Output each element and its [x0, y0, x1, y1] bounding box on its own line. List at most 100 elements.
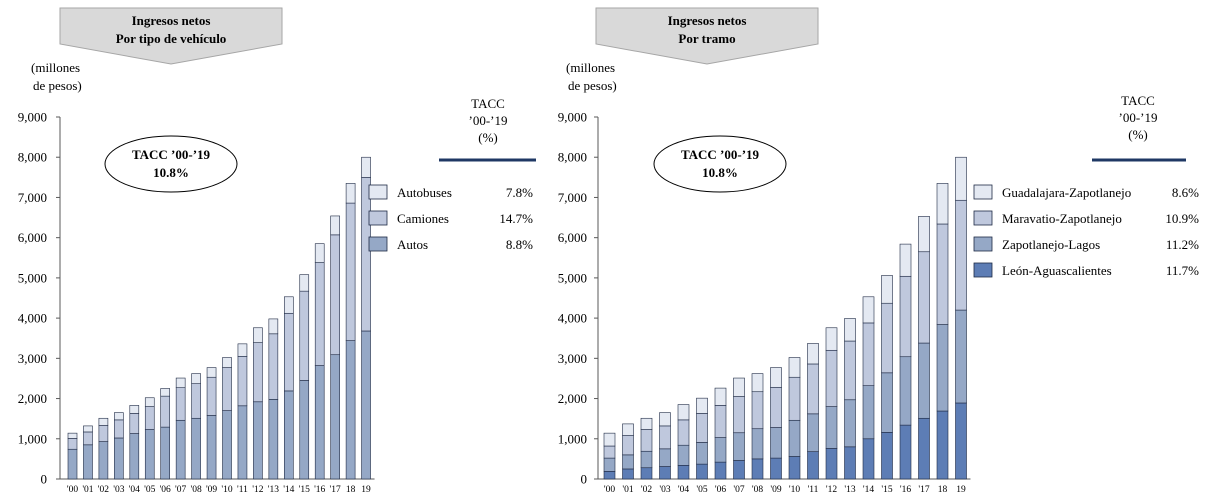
y-tick-label: 4,000 [558, 311, 587, 326]
legend-swatch [973, 236, 993, 252]
bar-segment [314, 365, 325, 480]
x-tick-label: '07 [175, 485, 186, 495]
bar-segment [751, 373, 764, 393]
y-tick-label: 5,000 [558, 270, 587, 285]
legend-tacc-value: 11.7% [1166, 263, 1199, 278]
banner-shape [59, 7, 283, 65]
banner-title: Ingresos netos [668, 13, 747, 28]
y-tick-label: 7,000 [558, 190, 587, 205]
legend-item: León-Aguascalientes 11.7% [973, 262, 1199, 278]
bar-segment [622, 435, 634, 456]
bar-segment [206, 367, 217, 378]
x-tick-label: '05 [144, 485, 155, 495]
bar-segment [770, 427, 782, 459]
bar-segment [640, 429, 653, 452]
bar-segment [881, 275, 893, 304]
bar-segment [751, 391, 764, 430]
x-tick-label: '10 [221, 485, 232, 495]
legend-label: Guadalajara-Zapotlanejo [1002, 185, 1131, 200]
banner-section: Ingresos netos Por tramo [595, 7, 819, 65]
legend-item: Autos 8.8% [368, 236, 533, 252]
bar-segment [237, 343, 248, 357]
bar-segment [788, 357, 801, 378]
bar-segment [144, 397, 155, 407]
bar-segment [696, 413, 708, 443]
bar-segment [807, 451, 819, 480]
bar-segment [918, 216, 930, 253]
bar-segment [899, 275, 912, 358]
bar-segment [191, 417, 201, 480]
bar-segment [677, 419, 690, 446]
bar-segment [862, 438, 875, 480]
bar-segment [361, 330, 371, 480]
x-tick-label: '05 [696, 485, 707, 495]
bar-segment [918, 342, 930, 419]
legend-swatch [973, 184, 993, 200]
bar-segment [881, 432, 893, 480]
bar-segment [283, 296, 294, 314]
banner-subtitle: Por tipo de vehículo [116, 31, 227, 46]
bar-segment [807, 413, 819, 452]
bar-segment [98, 425, 109, 442]
y-tick-label: 2,000 [18, 391, 47, 406]
bar-segment [144, 429, 155, 480]
bar-segment [129, 433, 140, 480]
bar-segment [114, 419, 124, 439]
bar-segment [98, 441, 109, 480]
bar-segment [603, 445, 616, 459]
x-tick-label: 19 [361, 485, 371, 495]
y-tick-label: 1,000 [558, 431, 587, 446]
bar-segment [268, 399, 279, 480]
x-tick-label: '03 [113, 485, 124, 495]
bar-segment [918, 251, 930, 344]
x-tick-label: 18 [938, 485, 948, 495]
bar-segment [733, 460, 745, 480]
bar-segment [659, 448, 671, 467]
bar-segment [222, 357, 232, 368]
bar-segment [881, 302, 893, 374]
x-tick-label: 19 [956, 485, 966, 495]
legend-item: Zapotlanejo-Lagos 11.2% [973, 236, 1199, 252]
bar-segment [345, 183, 356, 204]
x-tick-label: '13 [268, 485, 279, 495]
bar-segment [268, 318, 279, 335]
bar-segment [622, 423, 634, 436]
legend-item: Guadalajara-Zapotlanejo 8.6% [973, 184, 1199, 200]
bar-segment [114, 412, 124, 421]
legend-vehicle: Autobuses 7.8% Camiones 14.7% Autos 8.8% [368, 184, 533, 252]
y-axis-label-line2: de pesos) [568, 78, 617, 93]
x-tick-label: 18 [346, 485, 356, 495]
bar-segment [844, 446, 856, 480]
bar-segment [825, 406, 838, 449]
bar-segment [67, 432, 78, 439]
bar-segment [330, 354, 340, 480]
panel-vehicle: Ingresos netos Por tipo de vehículo (mil… [18, 7, 536, 495]
bar-segment [299, 290, 310, 381]
bar-segment [714, 461, 727, 480]
bar-segment [788, 376, 801, 421]
bar-segment [696, 442, 708, 465]
bar-segment [83, 431, 93, 446]
y-tick-label: 0 [41, 472, 48, 487]
bar-segment [222, 410, 232, 480]
legend-tacc-value: 11.2% [1166, 237, 1199, 252]
bar-segment [677, 444, 690, 466]
bar-segment [129, 413, 140, 434]
bar-segment [825, 349, 838, 407]
bar-segment [936, 183, 949, 225]
bar-segment [129, 405, 140, 414]
legend-label: León-Aguascalientes [1002, 263, 1112, 278]
legend-label: Maravatio-Zapotlanejo [1002, 211, 1122, 226]
y-tick-label: 9,000 [18, 110, 47, 125]
bar-segment [659, 425, 671, 450]
bar-segment [622, 468, 634, 480]
x-tick-label: '00 [67, 485, 78, 495]
bar-segment [677, 465, 690, 480]
y-tick-label: 8,000 [18, 150, 47, 165]
y-tick-label: 3,000 [18, 351, 47, 366]
bar-segment [314, 243, 325, 263]
tacc-header-unit: (%) [1128, 127, 1148, 142]
bar-segment [714, 405, 727, 438]
